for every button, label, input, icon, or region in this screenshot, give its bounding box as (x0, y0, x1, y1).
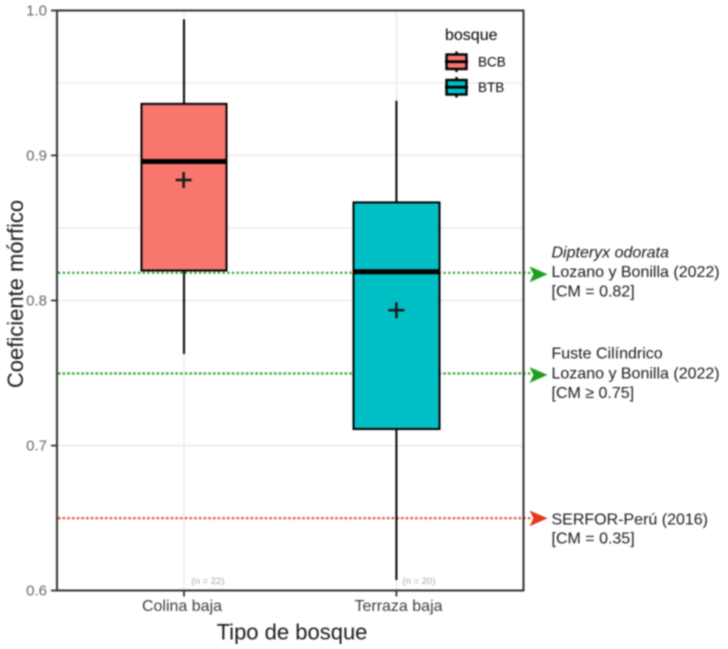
svg-text:BTB: BTB (478, 80, 504, 95)
svg-text:Lozano y Bonilla (2022): Lozano y Bonilla (2022) (552, 366, 720, 383)
svg-text:[CM ≥ 0.75]: [CM ≥ 0.75] (552, 385, 635, 402)
svg-text:Colina baja: Colina baja (142, 598, 222, 615)
svg-text:BCB: BCB (478, 55, 506, 70)
svg-text:Coeficiente mórfico: Coeficiente mórfico (3, 200, 28, 388)
svg-text:SERFOR-Perú (2016): SERFOR-Perú (2016) (552, 512, 709, 529)
svg-text:(n = 20): (n = 20) (402, 576, 435, 587)
svg-text:(n = 22): (n = 22) (191, 576, 224, 587)
svg-text:0.6: 0.6 (26, 583, 47, 600)
svg-text:Terraza baja: Terraza baja (354, 598, 442, 615)
svg-text:0.7: 0.7 (26, 438, 47, 455)
svg-text:[CM = 0.82]: [CM = 0.82] (552, 283, 635, 300)
svg-text:Dipteryx odorata: Dipteryx odorata (552, 244, 669, 261)
svg-text:bosque: bosque (445, 27, 498, 44)
svg-text:0.8: 0.8 (26, 293, 47, 310)
svg-text:0.9: 0.9 (26, 147, 47, 164)
svg-text:Tipo de bosque: Tipo de bosque (217, 620, 368, 645)
svg-text:[CM = 0.35]: [CM = 0.35] (552, 531, 635, 548)
svg-text:Fuste Cilíndrico: Fuste Cilíndrico (552, 346, 663, 363)
svg-text:1.0: 1.0 (26, 3, 47, 20)
svg-text:Lozano y Bonilla (2022): Lozano y Bonilla (2022) (552, 264, 720, 281)
